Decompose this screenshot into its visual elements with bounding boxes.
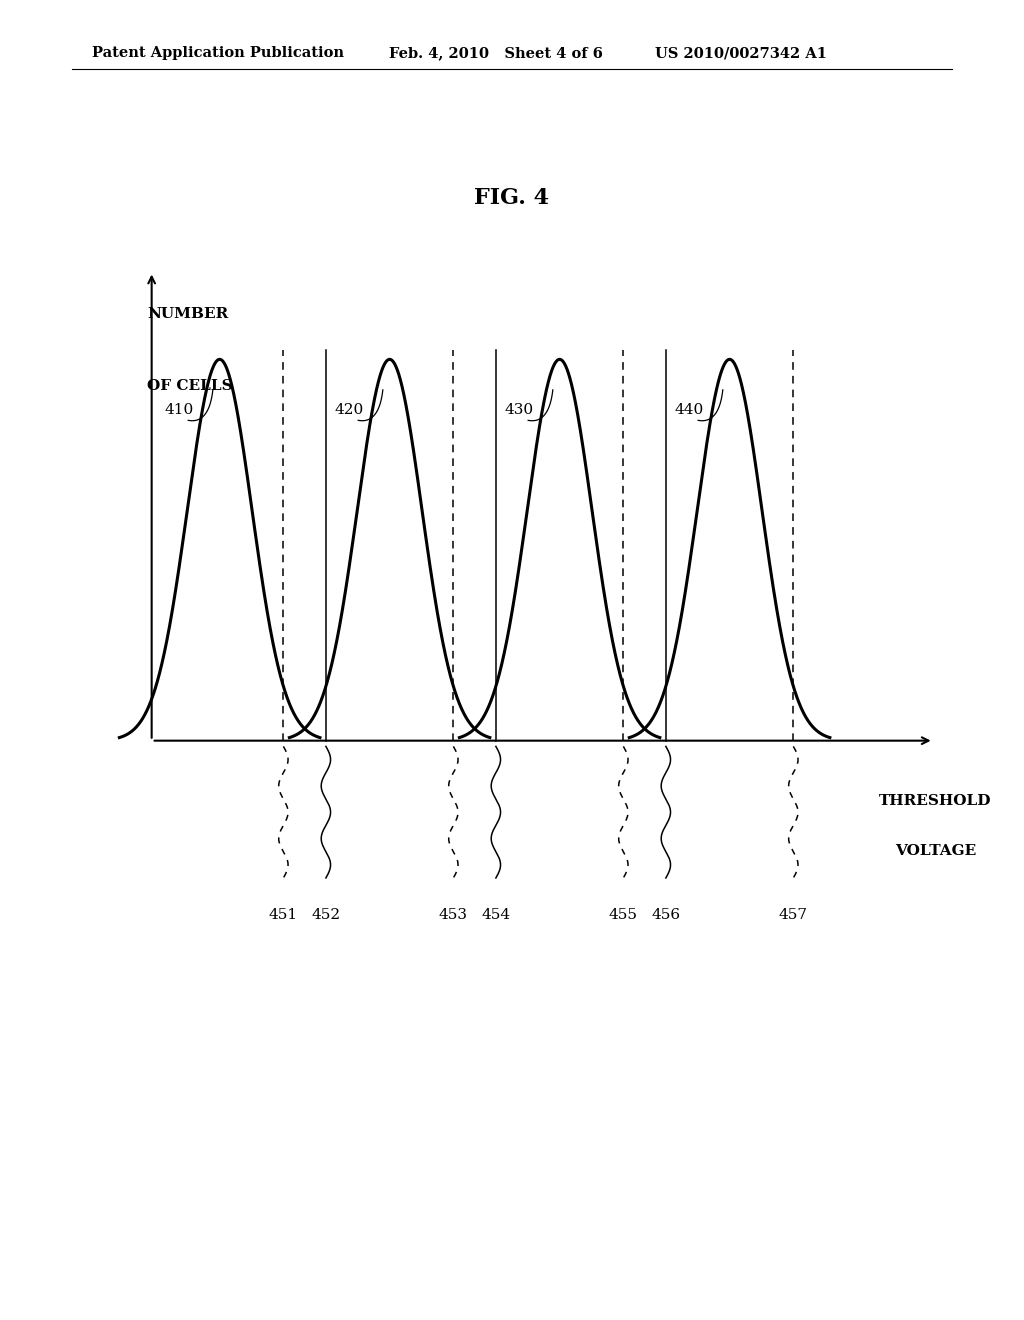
Text: Feb. 4, 2010   Sheet 4 of 6: Feb. 4, 2010 Sheet 4 of 6 — [389, 46, 603, 61]
Text: NUMBER: NUMBER — [147, 308, 228, 321]
Text: 420: 420 — [335, 403, 364, 417]
Text: 410: 410 — [165, 403, 194, 417]
Text: 440: 440 — [675, 403, 703, 417]
Text: 454: 454 — [481, 908, 510, 923]
Text: OF CELLS: OF CELLS — [147, 379, 233, 393]
Text: 457: 457 — [779, 908, 808, 923]
Text: Patent Application Publication: Patent Application Publication — [92, 46, 344, 61]
Text: VOLTAGE: VOLTAGE — [895, 843, 976, 858]
Text: FIG. 4: FIG. 4 — [474, 187, 550, 210]
Text: THRESHOLD: THRESHOLD — [879, 795, 991, 808]
Text: 430: 430 — [505, 403, 534, 417]
Text: 456: 456 — [651, 908, 680, 923]
Text: 451: 451 — [269, 908, 298, 923]
Text: 455: 455 — [609, 908, 638, 923]
Text: US 2010/0027342 A1: US 2010/0027342 A1 — [655, 46, 827, 61]
Text: 453: 453 — [439, 908, 468, 923]
Text: 452: 452 — [311, 908, 340, 923]
